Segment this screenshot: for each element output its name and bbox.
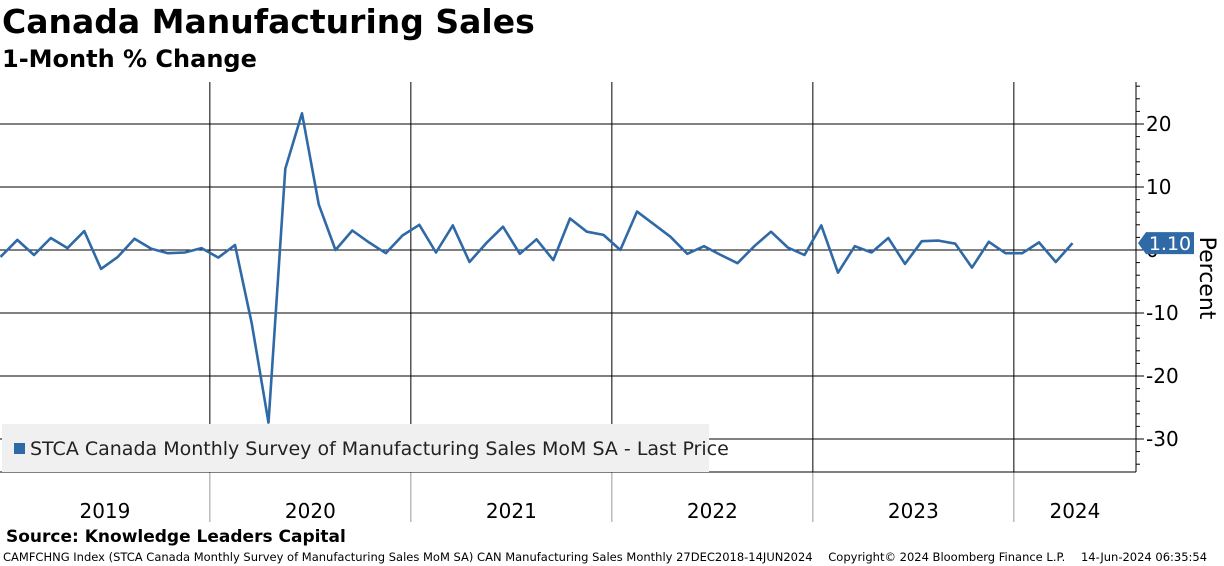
data-point xyxy=(837,271,840,274)
data-point xyxy=(502,225,505,228)
data-point xyxy=(736,262,739,265)
data-point xyxy=(66,247,69,250)
data-point xyxy=(217,256,220,259)
data-point xyxy=(167,252,170,255)
data-point xyxy=(585,230,588,233)
y-tick-label: -10 xyxy=(1146,301,1179,325)
data-point xyxy=(870,251,873,254)
series-line xyxy=(0,112,1074,424)
data-point xyxy=(334,249,337,252)
data-point xyxy=(652,223,655,226)
data-point xyxy=(401,234,404,237)
data-point xyxy=(552,259,555,262)
series-layer xyxy=(0,112,1074,424)
data-point xyxy=(937,239,940,242)
data-point xyxy=(1021,252,1024,255)
y-tick-label: 10 xyxy=(1146,175,1171,199)
data-point xyxy=(853,245,856,248)
last-value-badge xyxy=(1138,232,1194,255)
data-point xyxy=(284,167,287,170)
data-point xyxy=(368,241,371,244)
data-point xyxy=(1038,241,1041,244)
data-point xyxy=(602,234,605,237)
data-point xyxy=(753,245,756,248)
data-point xyxy=(418,224,421,227)
legend-swatch xyxy=(14,443,25,454)
y-axis-title: Percent xyxy=(1194,237,1219,320)
data-point xyxy=(485,242,488,245)
x-year-label: 2024 xyxy=(1049,499,1100,523)
data-point xyxy=(803,254,806,257)
data-point xyxy=(351,229,354,232)
data-point xyxy=(301,112,304,115)
y-tick-label: -30 xyxy=(1146,427,1179,451)
data-point xyxy=(518,252,521,255)
grid-layer xyxy=(0,82,1136,472)
data-point xyxy=(636,210,639,213)
chart-title: Canada Manufacturing Sales xyxy=(2,2,535,41)
y-tick-label: 20 xyxy=(1146,112,1171,136)
x-year-label: 2019 xyxy=(79,499,130,523)
data-point xyxy=(786,246,789,249)
footer-ticker: CAMFCHNG Index (STCA Canada Monthly Surv… xyxy=(3,550,813,564)
legend: STCA Canada Monthly Survey of Manufactur… xyxy=(2,424,729,472)
data-point xyxy=(183,251,186,254)
data-point xyxy=(954,242,957,245)
data-point xyxy=(150,247,153,250)
x-year-label: 2023 xyxy=(888,499,939,523)
data-point xyxy=(468,261,471,264)
data-point xyxy=(971,266,974,269)
data-point xyxy=(904,263,907,266)
data-point xyxy=(669,235,672,238)
data-point xyxy=(451,224,454,227)
x-year-label: 2021 xyxy=(486,499,537,523)
footer-timestamp: 14-Jun-2024 06:35:54 xyxy=(1080,550,1208,564)
data-point xyxy=(719,254,722,257)
data-point xyxy=(83,230,86,233)
data-point xyxy=(703,245,706,248)
x-year-label: 2020 xyxy=(285,499,336,523)
data-point xyxy=(200,247,203,250)
source-note: Source: Knowledge Leaders Capital xyxy=(6,527,346,547)
data-point xyxy=(100,268,103,271)
data-point xyxy=(920,240,923,243)
data-point xyxy=(1054,261,1057,264)
data-point xyxy=(686,252,689,255)
x-year-label: 2022 xyxy=(687,499,738,523)
data-point xyxy=(987,241,990,244)
data-point xyxy=(619,249,622,252)
data-point xyxy=(820,224,823,227)
data-point xyxy=(49,237,52,240)
data-point xyxy=(250,322,253,325)
data-point xyxy=(435,251,438,254)
data-point xyxy=(33,254,36,257)
data-point xyxy=(887,237,890,240)
legend-label: STCA Canada Monthly Survey of Manufactur… xyxy=(30,438,729,460)
last-value-label: 1.10 xyxy=(1149,233,1191,255)
footer: CAMFCHNG Index (STCA Canada Monthly Surv… xyxy=(3,549,1219,565)
chart-subtitle: 1-Month % Change xyxy=(2,45,257,73)
data-point xyxy=(116,256,119,259)
data-point xyxy=(16,239,19,242)
data-point xyxy=(384,252,387,255)
footer-copyright: Copyright© 2024 Bloomberg Finance L.P. xyxy=(828,550,1066,564)
data-point xyxy=(1071,242,1074,245)
y-tick-label: -20 xyxy=(1146,364,1179,388)
data-point xyxy=(317,203,320,206)
data-point xyxy=(133,237,136,240)
data-point xyxy=(569,217,572,220)
data-point xyxy=(1004,252,1007,255)
data-point xyxy=(770,230,773,233)
data-point xyxy=(234,244,237,247)
axis-layer: 20100-10-20-302019202020212022202320241.… xyxy=(0,82,1219,523)
data-point xyxy=(535,238,538,241)
